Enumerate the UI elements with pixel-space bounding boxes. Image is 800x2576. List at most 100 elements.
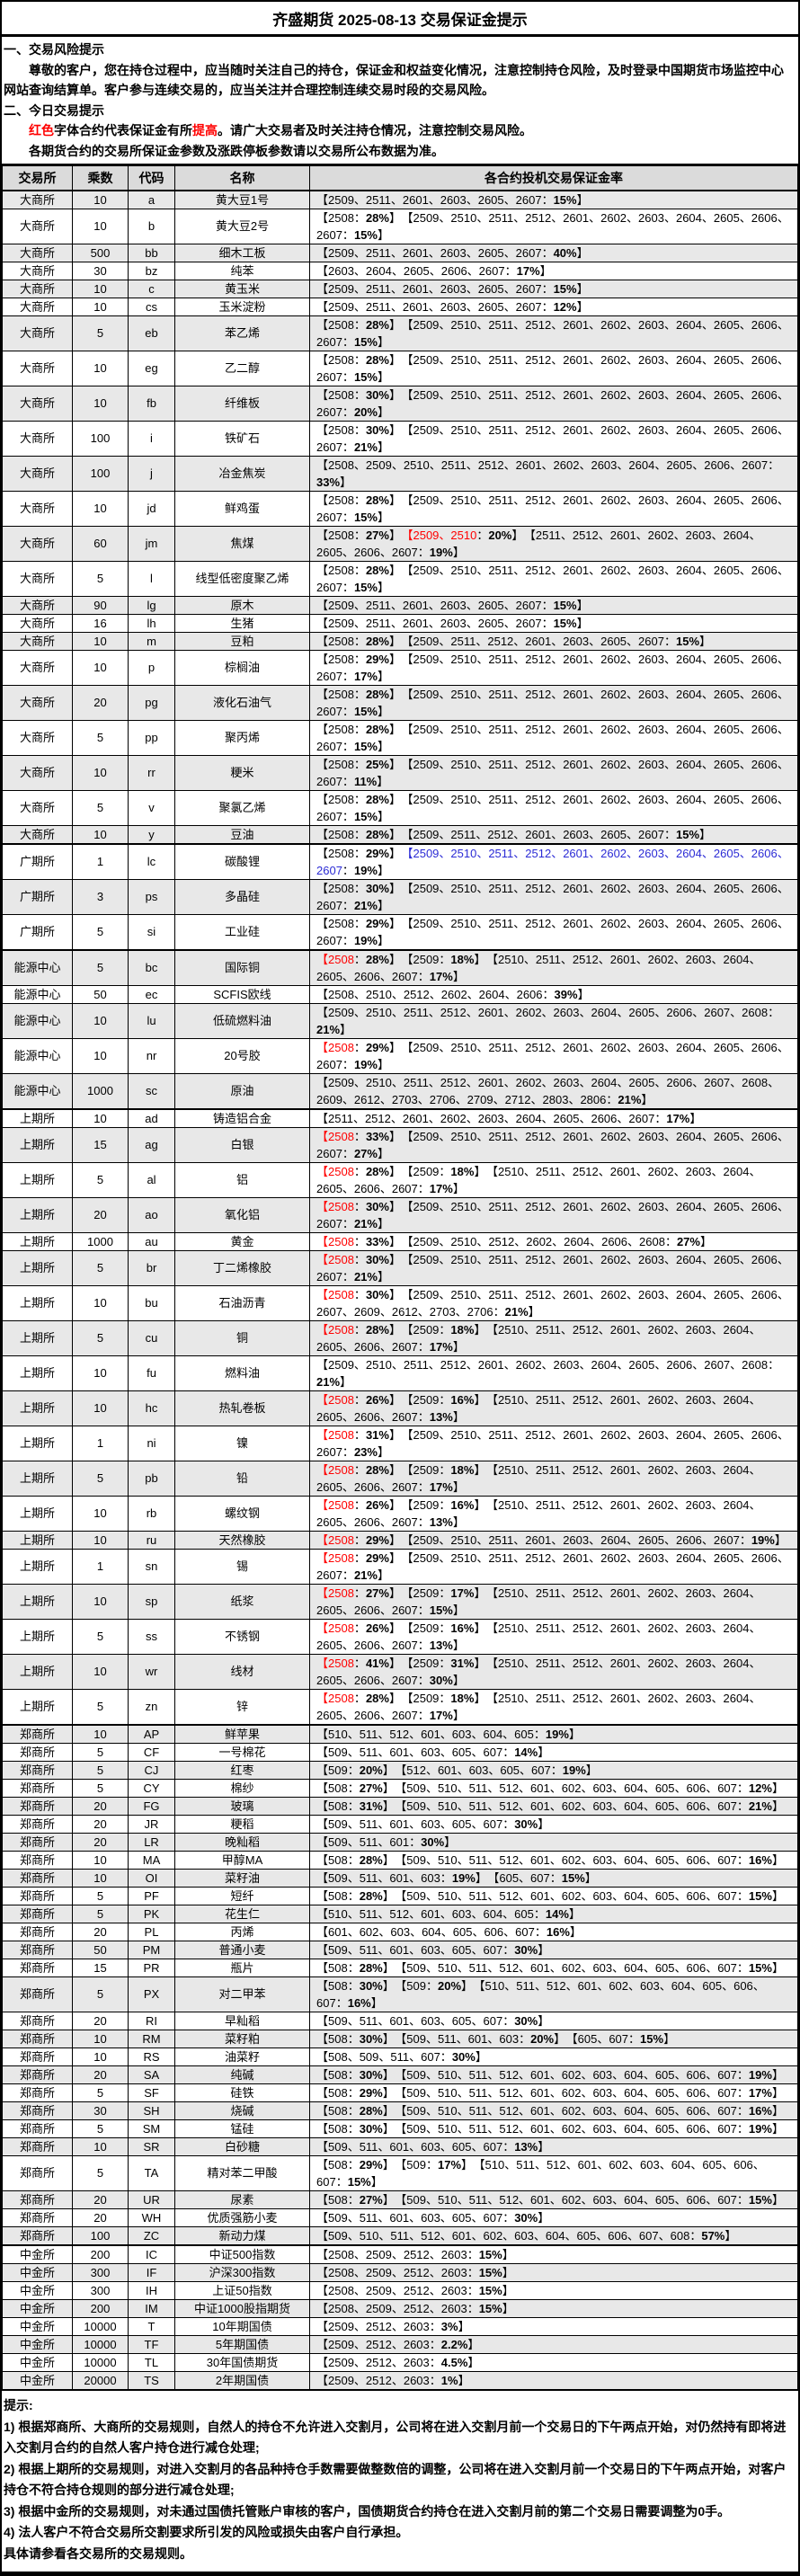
plain-text: 字体合约代表保证金有所 bbox=[54, 123, 192, 138]
table-row: 郑商所 100 ZC 新动力煤 【509、510、511、512、601、602、603… bbox=[2, 2226, 798, 2246]
code-cell: bz bbox=[128, 262, 175, 280]
rate-cell: 【2508：41%】 【2509：31%】 【2510、2511、2512、2601… bbox=[309, 1654, 798, 1690]
exchange-cell: 大商所 bbox=[2, 209, 73, 244]
multiplier-cell: 15 bbox=[72, 1959, 129, 1977]
contract-group: 【2509：17%】 bbox=[406, 1586, 486, 1600]
rate-cell: 【509、511、601、603、605、607：14%】 bbox=[309, 1743, 798, 1762]
contract-group: 【509、511、601、603、605、607：13%】 bbox=[316, 2140, 550, 2154]
exchange-cell: 郑商所 bbox=[2, 1887, 73, 1905]
rate-cell: 【2508：26%】 【2509：16%】 【2510、2511、2512、2601… bbox=[309, 1496, 798, 1532]
contract-group: 【509、510、511、512、601、602、603、604、605、606… bbox=[400, 2122, 784, 2136]
multiplier-cell: 10 bbox=[72, 650, 129, 686]
exchange-cell: 上期所 bbox=[2, 1127, 73, 1163]
rate-cell: 【2508：30%】 【2509、2510、2511、2512、2601、2602… bbox=[309, 1285, 798, 1321]
name-cell: 天然橡胶 bbox=[174, 1531, 310, 1550]
contract-group: 【509、510、511、512、601、602、603、604、605、606… bbox=[400, 2104, 784, 2118]
name-cell: 中证500指数 bbox=[174, 2244, 310, 2264]
rate-cell: 【508：30%】 【509、510、511、512、601、602、603、60… bbox=[309, 2119, 798, 2138]
code-cell: hc bbox=[128, 1390, 175, 1426]
table-row: 上期所 10 sp 纸浆 【2508：27%】 【2509：17%】 【2510、2511、… bbox=[2, 1584, 798, 1620]
rate-cell: 【509、510、511、512、601、602、603、604、605、606… bbox=[309, 2226, 798, 2246]
highlight-red-text: 红色 bbox=[29, 123, 54, 138]
table-row: 上期所 10 bu 石油沥青 【2508：30%】 【2509、2510、2511、251… bbox=[2, 1285, 798, 1321]
today-params-line: 各期货合约的交易所保证金参数及涨跌停板参数请以交易所公布数据为准。 bbox=[29, 143, 444, 158]
code-cell: eg bbox=[128, 351, 175, 386]
name-cell: 普通小麦 bbox=[174, 1941, 310, 1959]
table-row: 中金所 200 IC 中证500指数 【2508、2509、2512、2603：15%】 bbox=[2, 2244, 798, 2264]
rate-cell: 【508：31%】 【509、510、511、512、601、602、603、60… bbox=[309, 1797, 798, 1816]
contract-group: 【2508：26%】 bbox=[316, 1393, 401, 1407]
code-cell: lc bbox=[128, 843, 175, 880]
rate-cell: 【2509、2512、2603：4.5%】 bbox=[309, 2353, 798, 2372]
rate-cell: 【2511、2512、2601、2602、2603、2604、2605、2606… bbox=[309, 1108, 798, 1128]
code-cell: j bbox=[128, 456, 175, 492]
contract-group: 【2509、2510、2511、2512、2601、2602、2603、2604… bbox=[316, 793, 789, 823]
rate-cell: 【2508：31%】 【2509、2510、2511、2512、2601、2602… bbox=[309, 1426, 798, 1461]
rate-cell: 【2508：30%】 【2509、2510、2511、2512、2601、2602… bbox=[309, 879, 798, 915]
rate-cell: 【508：28%】 【509、510、511、512、601、602、603、60… bbox=[309, 1851, 798, 1870]
exchange-cell: 郑商所 bbox=[2, 1724, 73, 1744]
rate-cell: 【2508：28%】 【2509、2511、2512、2601、2603、2605… bbox=[309, 825, 798, 845]
code-cell: PM bbox=[128, 1941, 175, 1959]
multiplier-cell: 5 bbox=[72, 1162, 129, 1198]
contract-group: 【2508：26%】 bbox=[316, 1498, 401, 1512]
contract-group: 【508：30%】 bbox=[316, 2068, 395, 2082]
exchange-cell: 郑商所 bbox=[2, 1743, 73, 1762]
code-cell: au bbox=[128, 1232, 175, 1251]
table-row: 能源中心 5 bc 国际铜 【2508：28%】 【2509：18%】 【2510、2511… bbox=[2, 949, 798, 986]
table-row: 上期所 10 fu 燃料油 【2509、2510、2511、2512、2601、2602… bbox=[2, 1355, 798, 1391]
contract-group: 【508：30%】 bbox=[316, 2122, 395, 2136]
contract-group: 【2508：27%】 bbox=[316, 1586, 401, 1600]
name-cell: 聚氯乙烯 bbox=[174, 790, 310, 826]
code-cell: SF bbox=[128, 2083, 175, 2102]
contract-group: 【509、511、601、603：20%】 bbox=[400, 2032, 566, 2046]
rate-cell: 【2508：29%】 【2509、2510、2511、2512、2601、2602… bbox=[309, 1038, 798, 1074]
contract-group: 【2508：28%】 bbox=[316, 318, 401, 332]
contract-group: 【2510、2511、2512、2601、2602、2603、2604、2605… bbox=[316, 1393, 761, 1424]
code-cell: FG bbox=[128, 1797, 175, 1816]
contract-group: 【2508：30%】 bbox=[316, 1253, 401, 1266]
code-cell: SM bbox=[128, 2119, 175, 2138]
contract-group: 【508：31%】 bbox=[316, 1799, 395, 1813]
rate-cell: 【508：27%】 【509、510、511、512、601、602、603、60… bbox=[309, 2190, 798, 2209]
table-row: 大商所 100 j 冶金焦炭 【2508、2509、2510、2511、2512、260… bbox=[2, 456, 798, 492]
contract-group: 【2508：41%】 bbox=[316, 1657, 401, 1670]
rate-cell: 【2508、2509、2512、2603：15%】 bbox=[309, 2281, 798, 2300]
table-row: 大商所 5 l 线型低密度聚乙烯 【2508：28%】 【2509、2510、2511、2… bbox=[2, 561, 798, 597]
rate-cell: 【510、511、512、601、603、604、605：19%】 bbox=[309, 1724, 798, 1744]
exchange-cell: 郑商所 bbox=[2, 1905, 73, 1923]
rate-cell: 【2508、2509、2510、2511、2512、2601、2602、2603… bbox=[309, 456, 798, 492]
name-cell: 线材 bbox=[174, 1654, 310, 1690]
contract-group: 【2509、2510、2511、2512、2601、2602、2603、2604… bbox=[316, 1428, 789, 1459]
contract-group: 【509：20%】 bbox=[316, 1763, 395, 1777]
multiplier-cell: 10 bbox=[72, 1390, 129, 1426]
name-cell: 原木 bbox=[174, 596, 310, 615]
rate-cell: 【2508：28%】 【2509、2510、2511、2512、2601、2602… bbox=[309, 351, 798, 386]
exchange-cell: 郑商所 bbox=[2, 2155, 73, 2191]
table-row: 郑商所 20 SA 纯碱 【508：30%】 【509、510、511、512、601、6… bbox=[2, 2065, 798, 2084]
contract-group: 【2508：28%】 bbox=[316, 688, 401, 701]
rate-cell: 【601、602、603、604、605、606、607：16%】 bbox=[309, 1923, 798, 1941]
code-cell: ag bbox=[128, 1127, 175, 1163]
multiplier-cell: 10 bbox=[72, 1869, 129, 1888]
table-row: 上期所 5 al 铝【2508：28%】 【2509：18%】 【2510、2511、25… bbox=[2, 1162, 798, 1198]
multiplier-cell: 5 bbox=[72, 949, 129, 986]
multiplier-cell: 20 bbox=[72, 1797, 129, 1816]
contract-group: 【2510、2511、2512、2601、2602、2603、2604、2605… bbox=[316, 1692, 761, 1722]
multiplier-cell: 10 bbox=[72, 1285, 129, 1321]
contract-group: 【508：30%】 bbox=[316, 1979, 395, 1993]
multiplier-cell: 5 bbox=[72, 315, 129, 351]
exchange-cell: 上期所 bbox=[2, 1285, 73, 1321]
code-cell: l bbox=[128, 561, 175, 597]
contract-group: 【508：30%】 bbox=[316, 2032, 395, 2046]
table-row: 大商所 10 fb 纤维板 【2508：30%】 【2509、2510、2511、2512… bbox=[2, 386, 798, 422]
code-cell: a bbox=[128, 190, 175, 209]
code-cell: PL bbox=[128, 1923, 175, 1941]
contract-group: 【2511、2512、2601、2602、2603、2604、2605、2606… bbox=[316, 529, 761, 559]
name-cell: 中证1000股指期货 bbox=[174, 2299, 310, 2318]
rate-cell: 【2508：28%】 【2509：18%】 【2510、2511、2512、2601… bbox=[309, 949, 798, 986]
code-cell: wr bbox=[128, 1654, 175, 1690]
code-cell: RS bbox=[128, 2047, 175, 2066]
code-cell: cs bbox=[128, 298, 175, 316]
contract-group: 【2509、2510、2511、2512、2601、2602、2603、2604… bbox=[316, 388, 789, 419]
